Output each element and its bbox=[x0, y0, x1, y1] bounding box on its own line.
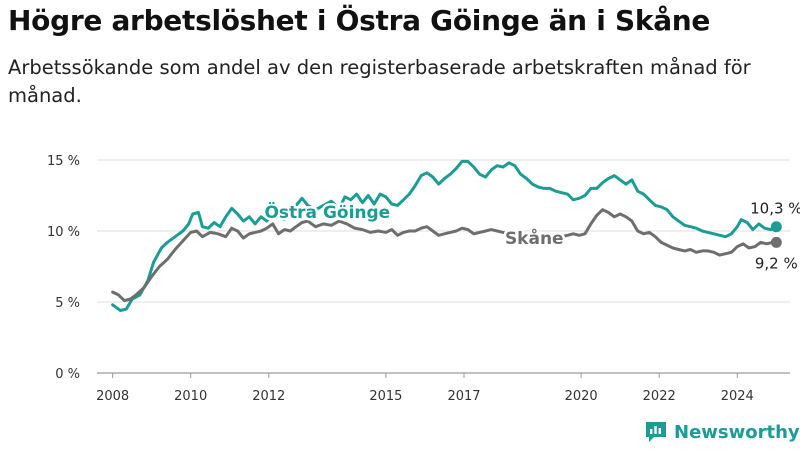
series-end-label: 9,2 % bbox=[755, 254, 798, 272]
y-tick-label: 10 % bbox=[47, 225, 80, 240]
x-tick-label: 2010 bbox=[174, 389, 207, 404]
series-name-label: Skåne bbox=[505, 227, 564, 249]
chart-series bbox=[111, 159, 782, 312]
x-axis: 2008 2010 2012 2015 2017 2020 2022 2024 bbox=[96, 373, 754, 404]
series-line bbox=[111, 208, 778, 303]
chart-labels: Östra Göinge 10,3 % Skåne 9,2 % bbox=[262, 198, 800, 275]
x-tick-label: 2020 bbox=[565, 389, 598, 404]
chart-title: Högre arbetslöshet i Östra Göinge än i S… bbox=[8, 4, 711, 37]
chart-grid bbox=[97, 159, 790, 374]
x-tick-label: 2012 bbox=[252, 389, 285, 404]
x-tick-label: 2022 bbox=[643, 389, 676, 404]
chart-subtitle: Arbetssökande som andel av den registerb… bbox=[8, 56, 751, 107]
x-tick-label: 2008 bbox=[96, 389, 129, 404]
series-name-label: Östra Göinge bbox=[264, 201, 390, 223]
x-tick-label: 2017 bbox=[447, 389, 480, 404]
series-line bbox=[111, 159, 778, 312]
brand-name: Newsworthy bbox=[674, 421, 800, 443]
y-tick-label: 15 % bbox=[47, 154, 80, 169]
x-tick-label: 2024 bbox=[721, 389, 754, 404]
newsworthy-logo: Newsworthy bbox=[644, 420, 800, 444]
y-axis: 0 % 5 % 10 % 15 % bbox=[47, 154, 80, 382]
y-tick-label: 5 % bbox=[55, 296, 80, 311]
series-end-point bbox=[770, 221, 782, 233]
newsworthy-logo-icon bbox=[646, 422, 666, 442]
series-end-label: 10,3 % bbox=[750, 200, 800, 218]
series-end-point bbox=[770, 236, 782, 248]
x-tick-label: 2015 bbox=[369, 389, 402, 404]
y-tick-label: 0 % bbox=[55, 367, 80, 382]
